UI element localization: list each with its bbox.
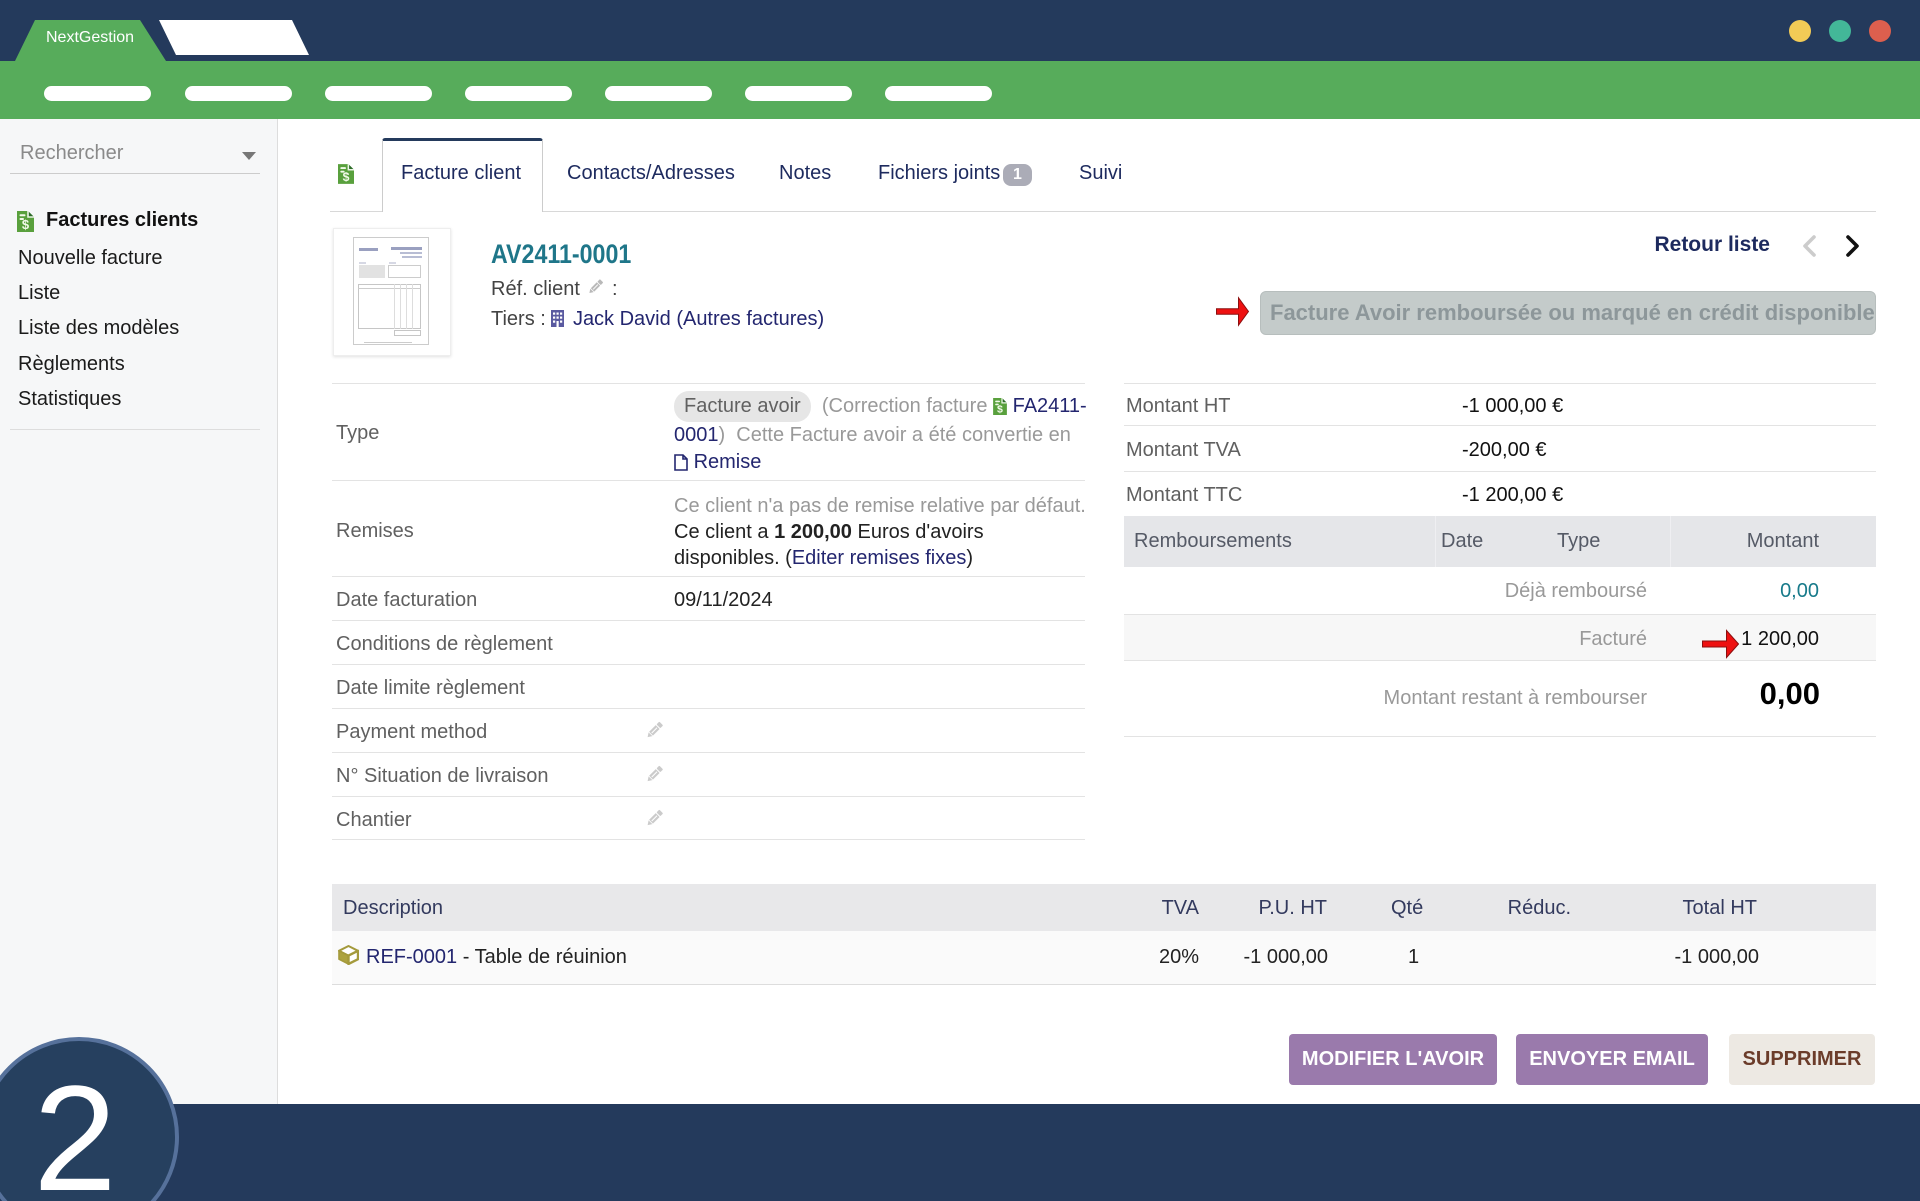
svg-text:$: $ (343, 170, 350, 184)
svg-text:2: 2 (33, 1054, 116, 1201)
svg-text:$: $ (997, 404, 1003, 415)
svg-text:$: $ (22, 217, 30, 232)
